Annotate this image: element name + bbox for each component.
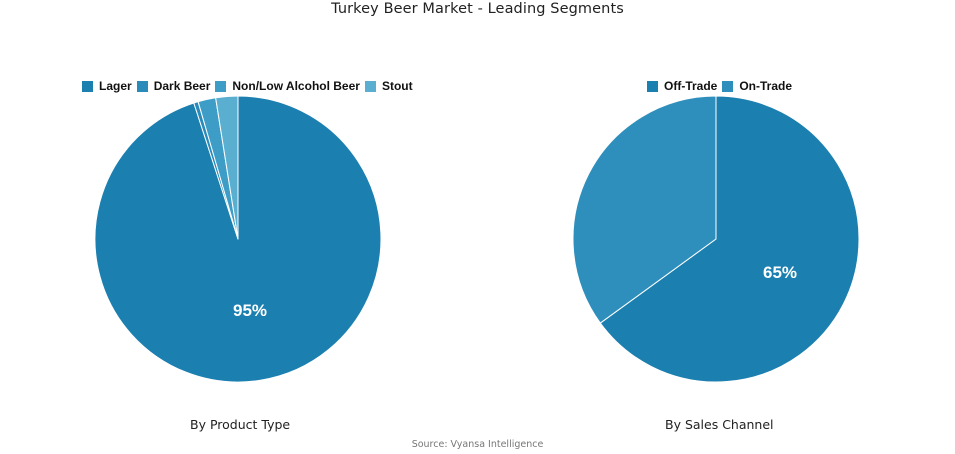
legend-item-stout[interactable]: Stout (364, 79, 413, 93)
legend-label: Non/Low Alcohol Beer (232, 79, 360, 93)
legend-swatch (364, 80, 376, 92)
source-note: Source: Vyansa Intelligence (411, 439, 544, 450)
legend-swatch (722, 80, 734, 92)
legend-label: Stout (381, 79, 413, 93)
slice-on-trade[interactable] (572, 95, 717, 324)
subtitle-sales-channel: By Sales Channel (665, 417, 774, 432)
slice-off-trade[interactable] (599, 95, 860, 383)
legend-label: Lager (99, 79, 132, 93)
legend-sales-channel: Off-Trade On-Trade (647, 79, 797, 93)
chart-title: Turkey Beer Market - Leading Segments (331, 1, 624, 17)
legend-product-type: Lager Dark Beer Non/Low Alcohol Beer Sto… (82, 79, 418, 93)
legend-item-lager[interactable]: Lager (82, 79, 132, 93)
slice-stout[interactable] (215, 95, 239, 240)
legend-item-on-trade[interactable]: On-Trade (722, 79, 792, 93)
legend-swatch (82, 80, 93, 92)
data-label-lager: 95% (233, 301, 268, 320)
legend-item-off-trade[interactable]: Off-Trade (647, 79, 717, 93)
legend-item-dark-beer[interactable]: Dark Beer (136, 79, 211, 93)
legend-label: Off-Trade (664, 79, 718, 93)
legend-item-non-low-alcohol-beer[interactable]: Non/Low Alcohol Beer (215, 79, 360, 93)
subtitle-product-type: By Product Type (190, 417, 291, 432)
legend-label: On-Trade (739, 79, 793, 93)
legend-label: Dark Beer (153, 79, 211, 93)
pie-sales-channel (572, 95, 860, 383)
legend-swatch (215, 80, 227, 92)
legend-swatch (647, 80, 658, 92)
legend-swatch (136, 80, 148, 92)
data-label-off-trade: 65% (763, 263, 798, 282)
pie-product-type (94, 95, 382, 383)
